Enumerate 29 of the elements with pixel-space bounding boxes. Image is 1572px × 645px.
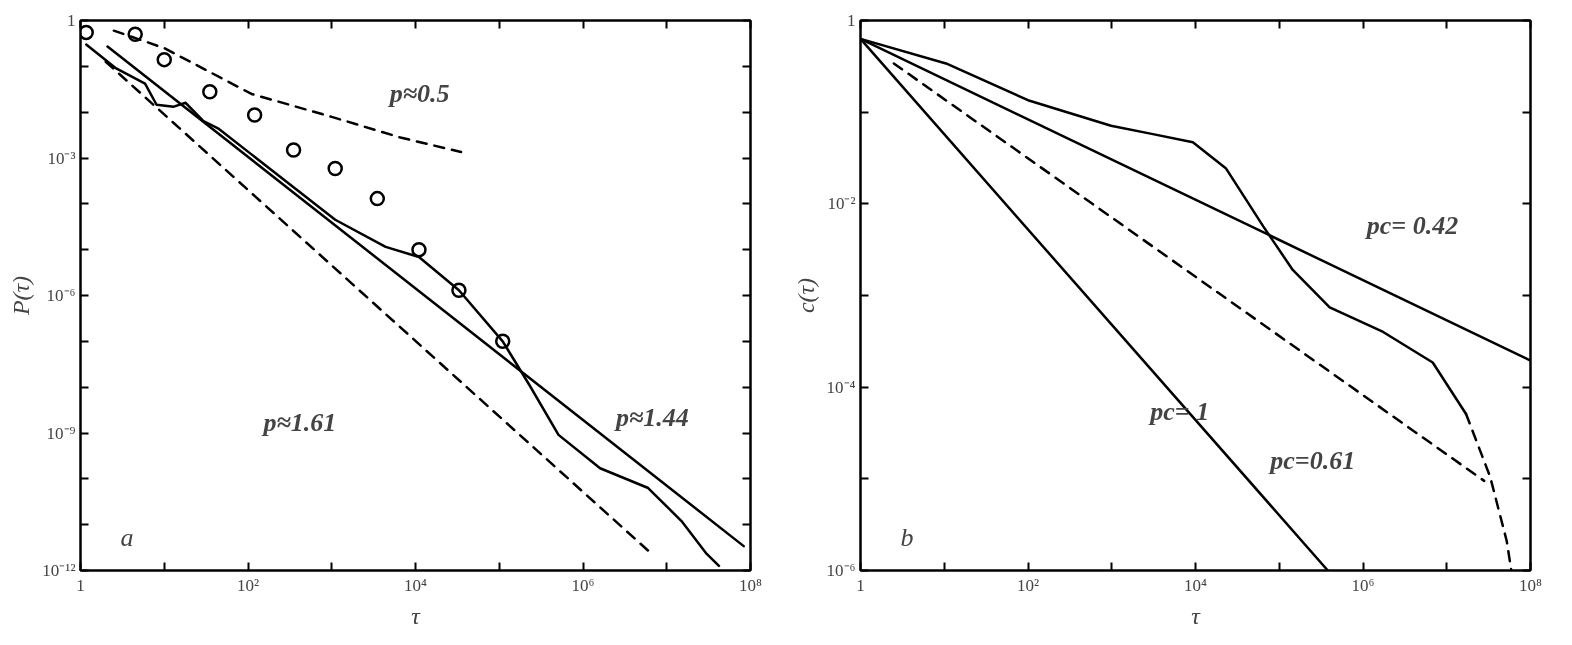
x-tick-label: 10² <box>1016 575 1040 595</box>
annotation: pc=0.61 <box>1268 446 1356 476</box>
annotation: pc= 1 <box>1148 397 1210 427</box>
annotation: p≈1.61 <box>261 408 337 438</box>
y-tick-label: 10⁻² <box>827 194 856 214</box>
y-axis-title: P(τ) <box>8 275 35 317</box>
x-axis-title: τ <box>411 602 422 629</box>
x-tick-label: 10⁸ <box>739 575 763 595</box>
annotation: p≈1.44 <box>614 402 689 432</box>
y-tick-label: 10⁻⁶ <box>826 561 856 580</box>
y-axis-title: c(τ) <box>792 277 819 314</box>
y-tick-label: 10⁻³ <box>47 148 76 168</box>
y-tick-label: 10⁻⁶ <box>46 286 76 305</box>
x-axis-title: τ <box>1191 602 1202 629</box>
x-tick-label: 10⁶ <box>571 575 595 595</box>
annotation: p≈0.5 <box>387 79 450 109</box>
x-tick-label: 10⁴ <box>404 575 428 595</box>
y-tick-label: 10⁻¹² <box>42 561 76 580</box>
annotation: pc= 0.42 <box>1364 210 1459 240</box>
y-tick-label: 1 <box>67 11 76 30</box>
x-tick-label: 10⁶ <box>1351 575 1375 595</box>
x-tick-label: 10² <box>236 575 260 595</box>
y-tick-label: 10⁻⁹ <box>46 423 76 443</box>
y-tick-label: 10⁻⁴ <box>826 377 856 397</box>
annotation: b <box>900 523 914 553</box>
y-tick-label: 1 <box>847 11 856 30</box>
x-tick-label: 10⁸ <box>1519 575 1543 595</box>
x-tick-label: 10⁴ <box>1184 575 1208 595</box>
annotation: a <box>120 523 134 553</box>
